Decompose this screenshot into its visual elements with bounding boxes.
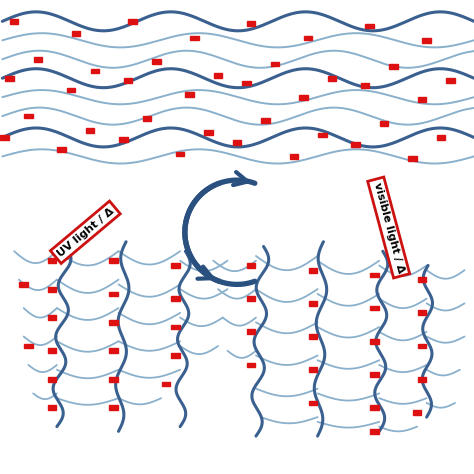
Bar (290, 154, 298, 159)
Bar (408, 156, 417, 161)
Bar (171, 325, 180, 329)
Bar (261, 118, 270, 123)
Bar (19, 282, 28, 287)
Bar (67, 88, 75, 92)
Bar (124, 78, 132, 83)
Bar (48, 287, 56, 292)
Bar (48, 405, 56, 410)
Bar (370, 339, 379, 344)
Bar (24, 114, 33, 118)
Bar (422, 38, 431, 43)
Bar (437, 135, 445, 140)
Bar (361, 83, 369, 88)
Bar (171, 296, 180, 301)
Bar (389, 64, 398, 69)
Bar (10, 19, 18, 24)
Bar (162, 382, 170, 386)
Bar (109, 292, 118, 296)
Bar (109, 405, 118, 410)
Bar (176, 152, 184, 156)
Bar (48, 258, 56, 263)
Bar (247, 363, 255, 367)
Bar (247, 296, 255, 301)
Bar (309, 367, 317, 372)
Bar (309, 268, 317, 273)
Bar (413, 410, 421, 415)
Bar (370, 372, 379, 377)
Bar (86, 128, 94, 133)
Bar (48, 348, 56, 353)
Bar (24, 344, 33, 348)
Bar (109, 348, 118, 353)
Bar (247, 329, 255, 334)
Bar (0, 135, 9, 140)
Bar (418, 310, 426, 315)
Bar (5, 76, 14, 81)
Bar (370, 273, 379, 277)
Bar (109, 258, 118, 263)
Bar (309, 334, 317, 339)
Bar (57, 147, 66, 152)
Bar (48, 377, 56, 382)
Bar (185, 92, 194, 97)
Bar (418, 97, 426, 102)
Bar (271, 62, 279, 66)
Bar (242, 81, 251, 85)
Text: UV light / Δ: UV light / Δ (55, 206, 116, 259)
Bar (109, 377, 118, 382)
Bar (380, 121, 388, 126)
Bar (190, 36, 199, 40)
Bar (91, 69, 99, 73)
Bar (370, 405, 379, 410)
Bar (365, 24, 374, 28)
Bar (418, 277, 426, 282)
Bar (328, 76, 336, 81)
Bar (309, 301, 317, 306)
Bar (370, 306, 379, 310)
Bar (48, 315, 56, 320)
Bar (299, 95, 308, 100)
Bar (128, 19, 137, 24)
Bar (171, 353, 180, 358)
Bar (119, 137, 128, 142)
Bar (418, 344, 426, 348)
Bar (247, 21, 255, 26)
Bar (247, 263, 255, 268)
Bar (304, 36, 312, 40)
Bar (309, 401, 317, 405)
Bar (214, 73, 222, 78)
Bar (351, 142, 360, 147)
Bar (233, 140, 241, 145)
Bar (370, 429, 379, 434)
Bar (152, 59, 161, 64)
Bar (171, 263, 180, 268)
Bar (34, 57, 42, 62)
Bar (204, 130, 213, 135)
Bar (318, 133, 327, 137)
Bar (109, 320, 118, 325)
Bar (72, 31, 80, 36)
Bar (143, 116, 151, 121)
Bar (418, 377, 426, 382)
Text: visible light / Δ: visible light / Δ (372, 181, 406, 274)
Bar (446, 78, 455, 83)
